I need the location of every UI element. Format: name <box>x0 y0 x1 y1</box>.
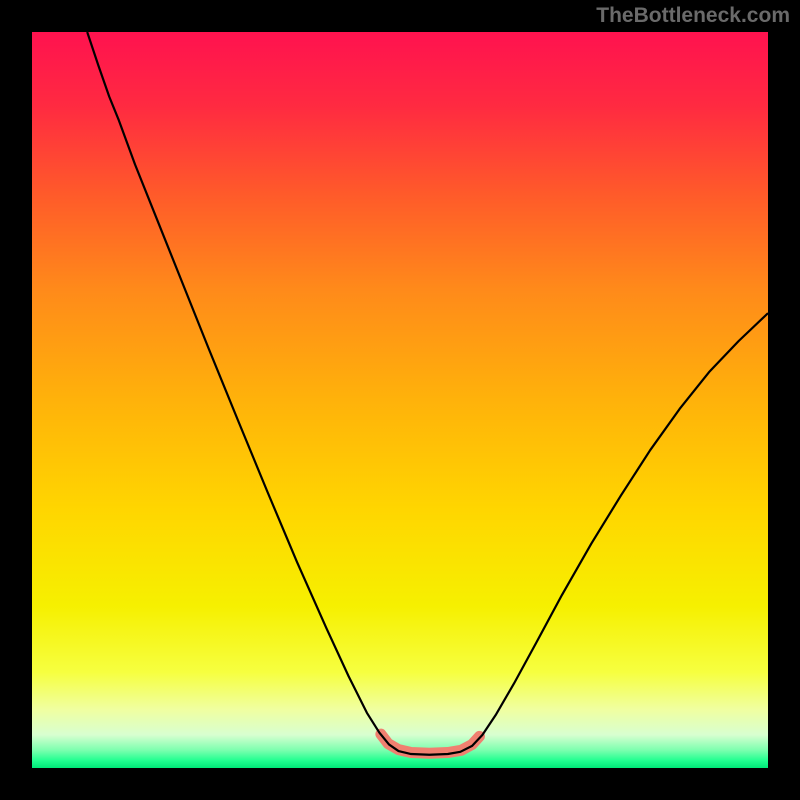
curve-layer <box>32 32 768 768</box>
watermark-text: TheBottleneck.com <box>596 4 790 28</box>
chart-container: TheBottleneck.com <box>0 0 800 800</box>
plot-area <box>32 32 768 768</box>
bottleneck-curve <box>87 32 768 755</box>
